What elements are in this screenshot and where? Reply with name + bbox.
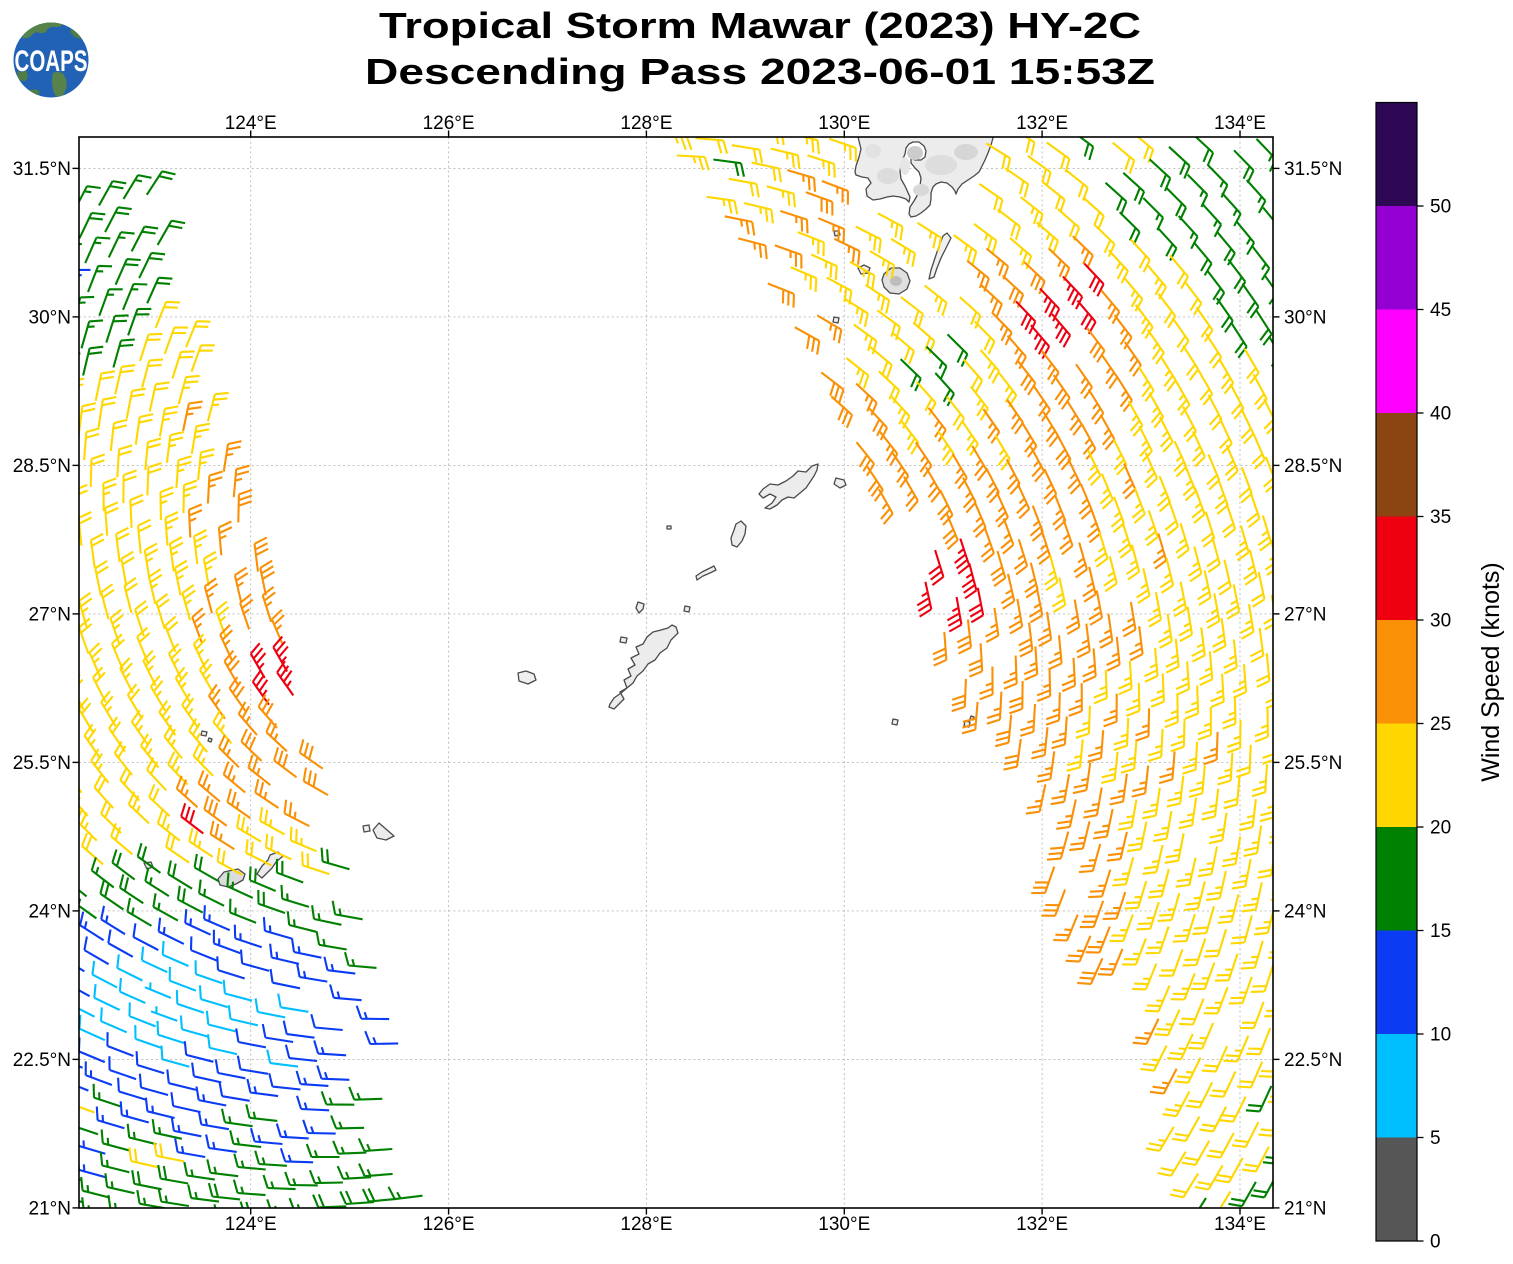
svg-text:28.5°N: 28.5°N xyxy=(1284,456,1342,477)
svg-text:40: 40 xyxy=(1430,404,1451,425)
svg-text:Tropical Storm Mawar (2023) HY: Tropical Storm Mawar (2023) HY-2C xyxy=(379,5,1141,46)
svg-text:Descending Pass 2023-06-01 15:: Descending Pass 2023-06-01 15:53Z xyxy=(365,51,1155,92)
svg-text:30: 30 xyxy=(1430,611,1451,632)
svg-text:128°E: 128°E xyxy=(620,1214,672,1235)
svg-text:132°E: 132°E xyxy=(1016,113,1068,134)
svg-text:31.5°N: 31.5°N xyxy=(1284,159,1342,180)
svg-text:25.5°N: 25.5°N xyxy=(13,753,71,774)
svg-text:50: 50 xyxy=(1430,197,1451,218)
svg-text:15: 15 xyxy=(1430,921,1451,942)
svg-text:27°N: 27°N xyxy=(1284,604,1326,625)
svg-text:30°N: 30°N xyxy=(29,307,71,328)
svg-text:0: 0 xyxy=(1430,1232,1441,1253)
svg-text:21°N: 21°N xyxy=(1284,1198,1326,1219)
svg-text:45: 45 xyxy=(1430,300,1451,321)
svg-text:25: 25 xyxy=(1430,714,1451,735)
svg-text:5: 5 xyxy=(1430,1128,1441,1149)
svg-text:130°E: 130°E xyxy=(818,113,870,134)
svg-text:30°N: 30°N xyxy=(1284,307,1326,328)
svg-text:25.5°N: 25.5°N xyxy=(1284,753,1342,774)
svg-text:31.5°N: 31.5°N xyxy=(13,159,71,180)
svg-text:22.5°N: 22.5°N xyxy=(1284,1050,1342,1071)
svg-text:24°N: 24°N xyxy=(29,901,71,922)
svg-text:27°N: 27°N xyxy=(29,604,71,625)
svg-text:126°E: 126°E xyxy=(423,1214,475,1235)
svg-text:124°E: 124°E xyxy=(225,1214,277,1235)
svg-text:35: 35 xyxy=(1430,507,1451,528)
svg-text:128°E: 128°E xyxy=(620,113,672,134)
svg-text:22.5°N: 22.5°N xyxy=(13,1050,71,1071)
svg-text:24°N: 24°N xyxy=(1284,901,1326,922)
svg-text:124°E: 124°E xyxy=(225,113,277,134)
svg-text:28.5°N: 28.5°N xyxy=(13,456,71,477)
svg-text:132°E: 132°E xyxy=(1016,1214,1068,1235)
svg-text:Wind Speed (knots): Wind Speed (knots) xyxy=(1477,562,1505,782)
svg-text:10: 10 xyxy=(1430,1025,1451,1046)
svg-text:126°E: 126°E xyxy=(423,113,475,134)
svg-text:COAPS: COAPS xyxy=(15,45,88,78)
svg-text:130°E: 130°E xyxy=(818,1214,870,1235)
svg-text:21°N: 21°N xyxy=(29,1198,71,1219)
svg-text:20: 20 xyxy=(1430,818,1451,839)
svg-text:134°E: 134°E xyxy=(1214,113,1266,134)
svg-text:134°E: 134°E xyxy=(1214,1214,1266,1235)
